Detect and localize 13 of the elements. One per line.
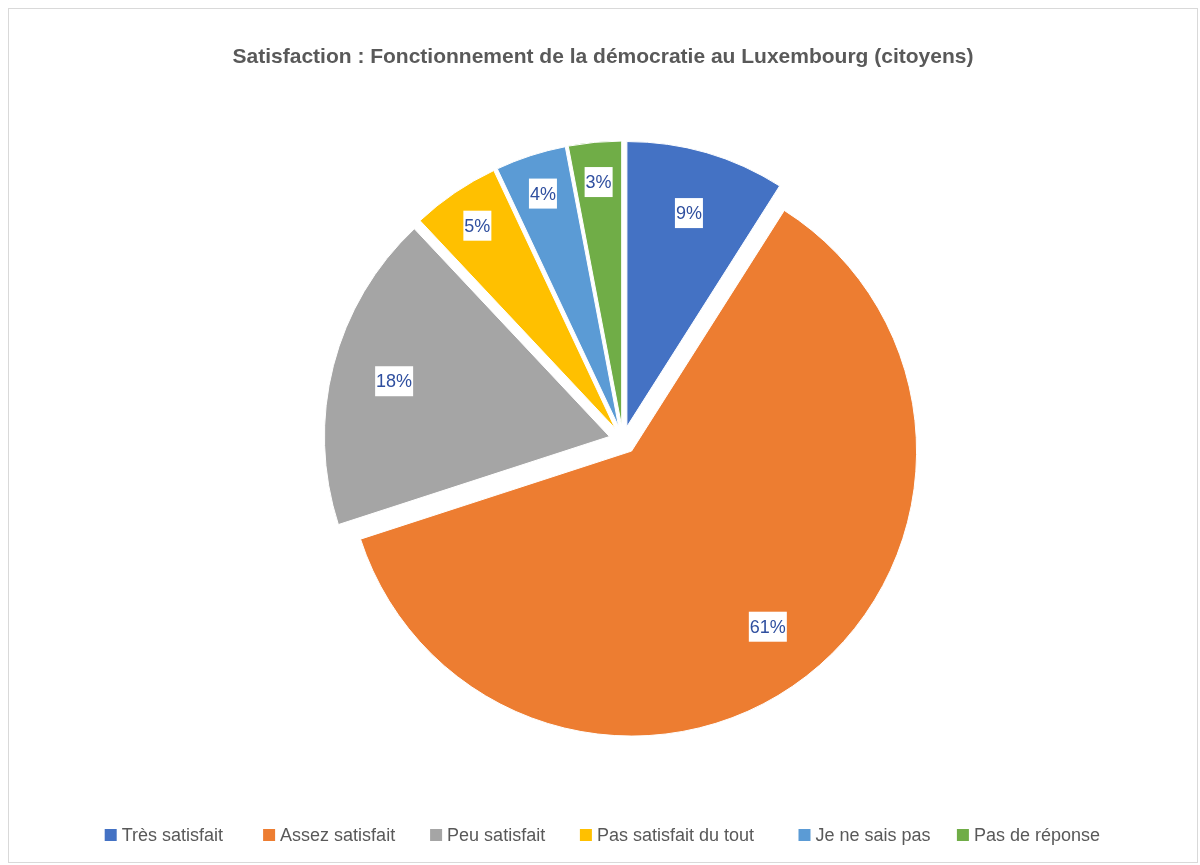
legend-label: Peu satisfait bbox=[447, 825, 546, 845]
legend-label: Très satisfait bbox=[121, 825, 224, 845]
data-label: 9% bbox=[675, 203, 702, 224]
data-label: 18% bbox=[376, 371, 413, 392]
legend-label: Pas satisfait du tout bbox=[596, 825, 754, 845]
data-label: 3% bbox=[585, 172, 612, 193]
data-label: 4% bbox=[529, 183, 556, 204]
data-label: 61% bbox=[749, 616, 786, 637]
legend-label: Assez satisfait bbox=[280, 825, 396, 845]
legend-label: Je ne sais pas bbox=[815, 825, 931, 845]
legend-label: Pas de réponse bbox=[973, 825, 1100, 845]
data-label: 5% bbox=[464, 215, 491, 236]
chart-title: Satisfaction : Fonctionnement de la démocratie au Luxembourg (citoyens) bbox=[232, 44, 974, 67]
